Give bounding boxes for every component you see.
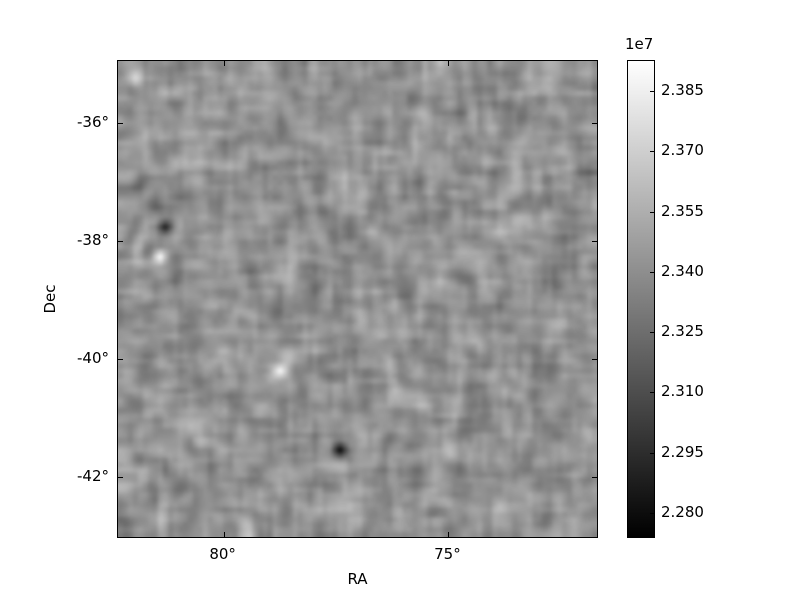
colorbar-tick-label: 2.340	[661, 261, 704, 280]
colorbar-tick	[650, 452, 655, 454]
colorbar-tick	[650, 211, 655, 213]
colorbar-tick	[650, 271, 655, 273]
colorbar-tick-label: 2.280	[661, 502, 704, 521]
x-axis-label: RA	[347, 570, 368, 588]
colorbar[interactable]	[627, 60, 655, 538]
y-tick-label: -40°	[77, 349, 109, 367]
y-tick-right	[592, 477, 597, 479]
x-tick-top	[223, 61, 225, 66]
colorbar-tick	[650, 512, 655, 514]
colorbar-tick-label: 2.295	[661, 442, 704, 461]
sky-map-heatmap	[118, 61, 597, 537]
y-tick-left	[118, 240, 123, 242]
y-tick-left	[118, 359, 123, 360]
colorbar-tick	[650, 91, 655, 93]
y-tick-left	[118, 477, 123, 479]
colorbar-tick-label: 2.310	[661, 382, 704, 401]
x-tick-bottom	[223, 532, 225, 537]
colorbar-tick-label: 2.370	[661, 141, 704, 160]
colorbar-tick	[650, 332, 655, 334]
sky-map-axes[interactable]	[117, 60, 598, 538]
colorbar-tick-label: 2.355	[661, 201, 704, 220]
y-tick-right	[592, 122, 597, 124]
colorbar-tick	[650, 392, 655, 394]
y-tick-right	[592, 359, 597, 360]
y-tick-left	[118, 122, 123, 124]
y-axis-label: Dec	[41, 284, 59, 314]
y-tick-right	[592, 240, 597, 242]
colorbar-offset-text: 1e7	[625, 35, 654, 53]
colorbar-tick-label: 2.325	[661, 322, 704, 341]
y-tick-label: -42°	[77, 467, 109, 486]
x-tick-label: 80°	[209, 545, 236, 563]
y-tick-label: -38°	[77, 230, 109, 249]
y-tick-label: -36°	[77, 112, 109, 131]
colorbar-tick-label: 2.385	[661, 81, 704, 100]
colorbar-tick	[650, 151, 655, 153]
x-tick-top	[448, 61, 450, 66]
x-tick-label: 75°	[434, 545, 461, 563]
x-tick-bottom	[448, 532, 450, 537]
